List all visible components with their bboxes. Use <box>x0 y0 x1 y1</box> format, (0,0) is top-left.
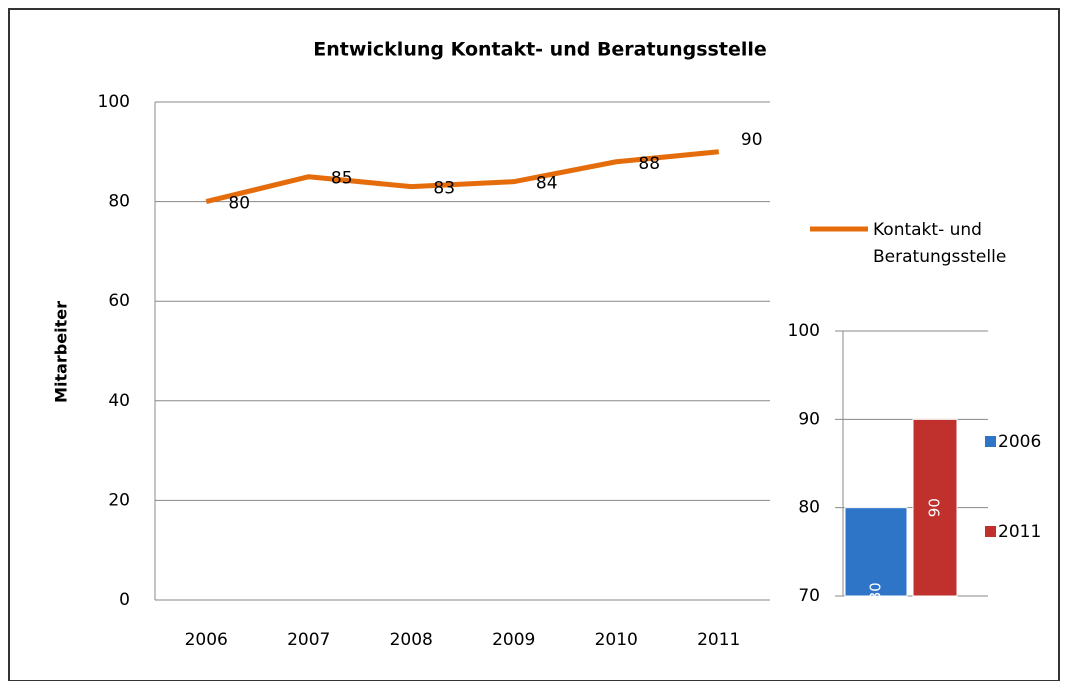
data-label: 80 <box>867 582 885 601</box>
line <box>205 149 719 205</box>
x-tick-label: 2009 <box>492 630 535 650</box>
legend-swatch <box>985 436 996 447</box>
x-tick-label: 2011 <box>697 630 740 650</box>
y-tick-label: 60 <box>108 291 130 311</box>
data-label: 85 <box>331 169 353 189</box>
data-label: 88 <box>638 154 660 174</box>
bar <box>912 418 958 597</box>
y-tick-label: 40 <box>108 391 130 411</box>
y-tick-label: 80 <box>108 192 130 212</box>
data-label: 90 <box>741 130 763 150</box>
chart-title: Entwicklung Kontakt- und Beratungsstelle <box>313 39 767 61</box>
legend-swatch <box>985 526 996 537</box>
y-tick-label: 100 <box>788 321 820 341</box>
y-tick-label: 80 <box>798 498 820 518</box>
data-label: 83 <box>433 179 455 199</box>
x-tick-label: 2008 <box>390 630 433 650</box>
y-tick-label: 0 <box>119 590 130 610</box>
y-tick-label: 20 <box>108 490 130 510</box>
y-tick-label: 90 <box>798 409 820 429</box>
data-label: 90 <box>926 498 944 517</box>
x-tick-label: 2007 <box>287 630 330 650</box>
y-tick-label: 100 <box>98 92 130 112</box>
legend-label: 2011 <box>998 522 1041 542</box>
legend-label: Kontakt- und Beratungsstelle <box>873 220 1007 267</box>
bar <box>844 507 908 597</box>
data-label: 80 <box>228 194 250 214</box>
y-axis-label: Mitarbeiter <box>52 301 71 403</box>
data-label: 84 <box>536 174 558 194</box>
x-tick-label: 2006 <box>185 630 228 650</box>
y-tick-label: 70 <box>798 586 820 606</box>
legend-label: 2006 <box>998 432 1041 452</box>
x-tick-label: 2010 <box>595 630 638 650</box>
